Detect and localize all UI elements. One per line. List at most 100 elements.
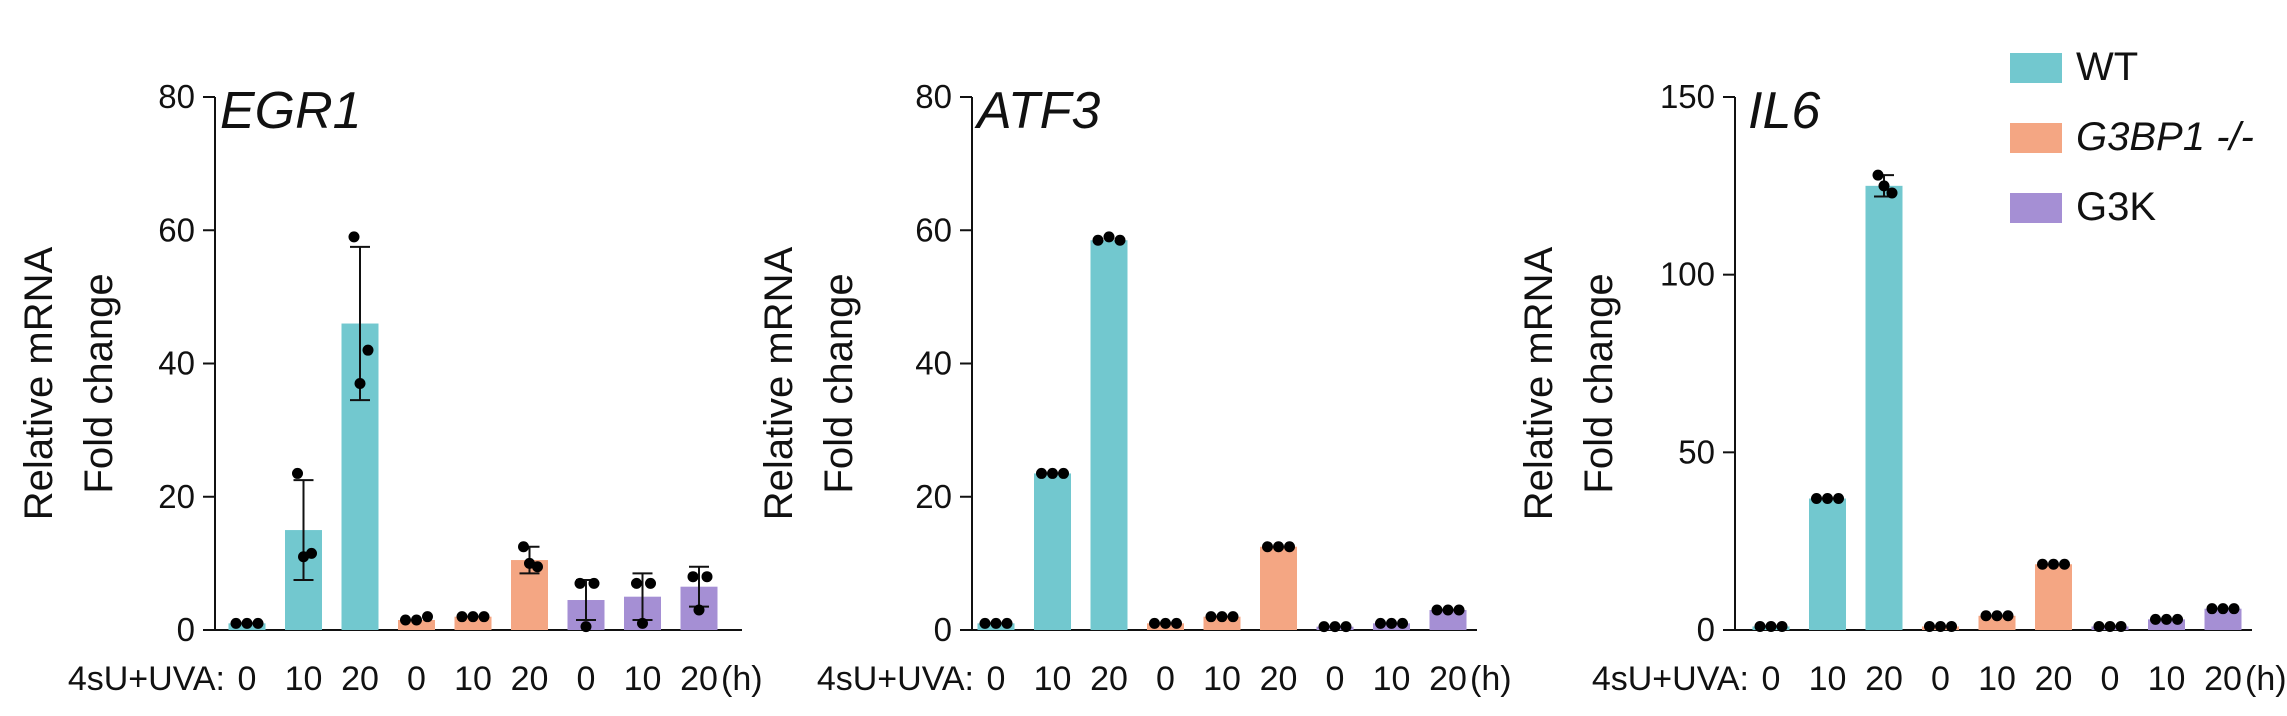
x-tick-label: 10 [1809, 660, 1847, 698]
x-axis-prefix: 4sU+UVA: [68, 660, 225, 698]
data-point [1001, 617, 1013, 629]
x-axis-prefix: 4sU+UVA: [817, 660, 974, 698]
x-tick-label: 0 [987, 660, 1006, 698]
chart-title: ATF3 [974, 82, 1100, 140]
data-point [1216, 611, 1228, 623]
data-point [1453, 604, 1465, 616]
data-point [298, 551, 309, 563]
data-point [2161, 613, 2172, 625]
legend-label: G3K [2076, 185, 2156, 229]
data-point [1160, 617, 1171, 629]
data-point [1980, 610, 1992, 622]
x-tick-label: 0 [1931, 660, 1950, 698]
data-point [1318, 621, 1330, 633]
x-tick-label: 10 [2148, 660, 2186, 698]
data-point [348, 231, 360, 243]
data-point [693, 604, 705, 616]
legend-label: WT [2076, 45, 2138, 89]
y-tick-label: 150 [1660, 78, 1715, 115]
data-point [2059, 558, 2070, 570]
data-point [2002, 610, 2014, 622]
bar [1034, 473, 1071, 630]
data-point [2115, 620, 2127, 632]
bar [1809, 498, 1846, 630]
y-tick-label: 0 [1697, 611, 1715, 648]
x-axis-prefix: 4sU+UVA: [1592, 660, 1749, 698]
chart-title: IL6 [1748, 82, 1820, 140]
data-point [2228, 603, 2240, 615]
data-point [1776, 620, 1788, 632]
chart-panel-egr1: Relative mRNA Fold change EGR1 0 20 40 60 80 0 10… [17, 78, 763, 698]
data-point [580, 621, 592, 633]
bar [1865, 185, 1903, 631]
legend: WT G3BP1 -/- G3K [2010, 45, 2254, 229]
data-point [1886, 187, 1898, 199]
data-point [2217, 603, 2229, 615]
legend-swatch [2010, 193, 2062, 223]
data-point [1375, 617, 1386, 629]
bar [1260, 546, 1297, 630]
x-tick-label: 0 [1326, 660, 1345, 698]
bar [1090, 240, 1128, 630]
data-point [979, 617, 991, 629]
data-point [1833, 493, 1844, 505]
legend-swatch [2010, 123, 2062, 153]
y-tick-label: 80 [915, 78, 952, 115]
data-point [478, 611, 490, 623]
data-point [631, 577, 642, 589]
data-point [1036, 467, 1047, 479]
data-point [1754, 620, 1766, 632]
x-tick-label: 0 [2101, 660, 2120, 698]
bar [2204, 608, 2242, 630]
data-point [230, 617, 242, 629]
data-point [292, 467, 303, 479]
y-tick-label: 0 [177, 611, 195, 648]
data-point [1103, 231, 1115, 243]
x-tick-label: 20 [1865, 660, 1903, 698]
x-tick-label: 0 [238, 660, 257, 698]
data-point [1386, 617, 1397, 629]
x-tick-label: 20 [1260, 660, 1298, 698]
data-point [2037, 558, 2048, 570]
y-tick-label: 60 [158, 211, 195, 248]
data-point [1822, 493, 1833, 505]
x-axis-unit: (h) [721, 660, 763, 698]
chart-title: EGR1 [220, 82, 362, 140]
x-tick-label: 20 [341, 660, 379, 698]
x-tick-label: 20 [2035, 660, 2073, 698]
data-point [1329, 621, 1341, 633]
data-point [701, 571, 713, 583]
data-point [1878, 180, 1890, 192]
data-point [456, 611, 468, 623]
data-point [2093, 620, 2105, 632]
x-tick-label: 20 [1090, 660, 1128, 698]
legend-label: G3BP1 -/- [2076, 115, 2254, 159]
data-point [422, 611, 433, 623]
data-point [1058, 467, 1069, 479]
data-point [1765, 620, 1777, 632]
x-tick-label: 20 [511, 660, 549, 698]
x-tick-label: 0 [407, 660, 426, 698]
x-tick-label: 10 [1034, 660, 1072, 698]
data-point [1946, 620, 1957, 632]
data-point [637, 617, 648, 629]
data-point [645, 577, 656, 589]
y-tick-label: 40 [915, 345, 952, 382]
data-point [574, 577, 586, 589]
y-tick-label: 60 [915, 211, 952, 248]
data-point [1872, 169, 1884, 181]
y-axis-title-line: Relative mRNA [757, 246, 801, 520]
x-tick-label: 10 [454, 660, 492, 698]
y-tick-label: 20 [915, 478, 952, 515]
x-tick-label: 10 [624, 660, 662, 698]
x-tick-label: 10 [1978, 660, 2016, 698]
data-point [1284, 541, 1295, 553]
x-tick-label: 0 [1762, 660, 1781, 698]
data-point [2172, 613, 2183, 625]
data-point [2206, 603, 2218, 615]
data-point [1114, 234, 1126, 246]
y-tick-label: 50 [1678, 433, 1715, 470]
y-axis-title-line: Relative mRNA [17, 246, 61, 520]
data-point [1171, 617, 1182, 629]
